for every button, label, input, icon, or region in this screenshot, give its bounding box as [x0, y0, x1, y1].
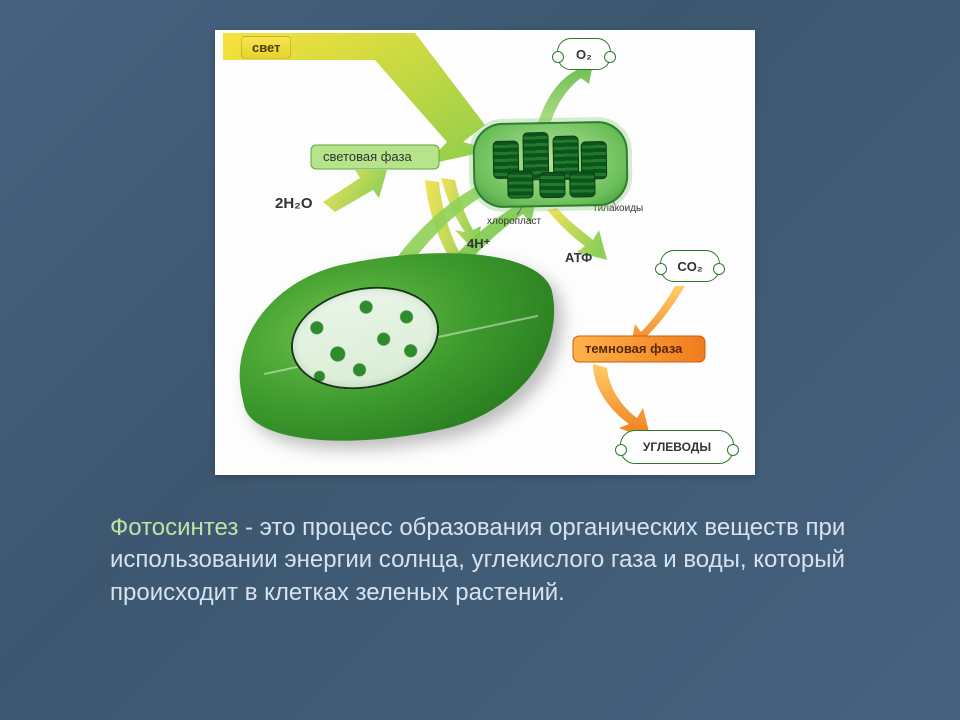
- cloud-co2: CO₂: [660, 250, 720, 282]
- label-atp: АТФ: [565, 250, 592, 265]
- label-chloroplast: хлоропласт: [487, 216, 541, 227]
- arrow-water: [323, 170, 387, 212]
- cloud-o2: O₂: [557, 38, 611, 70]
- label-light: свет: [241, 36, 291, 59]
- arrow-carbs: [593, 364, 651, 440]
- label-water: 2H₂O: [275, 195, 313, 212]
- chloroplast: [472, 121, 628, 209]
- label-light-phase: световая фаза: [323, 149, 412, 164]
- leaf: [235, 255, 560, 437]
- cloud-carbs: УГЛЕВОДЫ: [620, 430, 734, 464]
- label-dark-phase: темновая фаза: [585, 341, 682, 356]
- slide: свет световая фаза темновая фаза 2H₂O 4H…: [0, 0, 960, 720]
- label-h-plus: 4H⁺: [467, 236, 490, 252]
- diagram: свет световая фаза темновая фаза 2H₂O 4H…: [215, 30, 755, 475]
- caption-keyword: Фотосинтез: [110, 514, 238, 541]
- caption: Фотосинтез - это процесс образования орг…: [110, 512, 850, 609]
